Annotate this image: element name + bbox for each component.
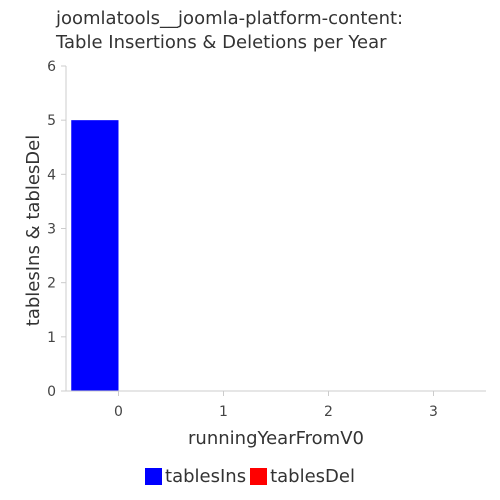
chart-title-line-2: Table Insertions & Deletions per Year bbox=[56, 32, 387, 53]
y-tick-label: 5 bbox=[47, 113, 56, 129]
x-tick-label: 3 bbox=[429, 404, 438, 420]
legend-item-tablesdel: tablesDel bbox=[250, 466, 355, 487]
y-axis-title: tablesIns & tablesDel bbox=[23, 135, 44, 326]
x-axis-title: runningYearFromV0 bbox=[188, 428, 364, 449]
legend-item-tablesins: tablesIns bbox=[145, 466, 246, 487]
legend-label-tablesins: tablesIns bbox=[165, 466, 247, 487]
legend-swatch-tablesdel bbox=[250, 468, 268, 485]
x-tick-label: 2 bbox=[324, 404, 333, 420]
chart-title-line-1: joomlatools__joomla-platform-content: bbox=[56, 8, 404, 29]
legend: tablesIns tablesDel bbox=[0, 466, 500, 487]
y-tick-label: 2 bbox=[47, 276, 56, 292]
bars-group bbox=[71, 120, 119, 392]
y-tick-label: 4 bbox=[47, 167, 56, 183]
y-tick-label: 3 bbox=[47, 222, 56, 238]
y-tick-label: 0 bbox=[47, 384, 56, 400]
bar-tablesins-0 bbox=[71, 120, 119, 392]
chart-title: joomlatools__joomla-platform-content: Ta… bbox=[56, 7, 496, 55]
y-tick-label: 6 bbox=[47, 59, 56, 75]
y-axis-ticks: 0 1 2 3 4 5 6 bbox=[47, 59, 66, 400]
x-tick-label: 1 bbox=[219, 404, 228, 420]
legend-swatch-tablesins bbox=[145, 468, 163, 485]
x-tick-label: 0 bbox=[114, 404, 123, 420]
legend-label-tablesdel: tablesDel bbox=[270, 466, 355, 487]
y-tick-label: 1 bbox=[47, 330, 56, 346]
x-axis-ticks: 0 1 2 3 bbox=[114, 391, 438, 420]
